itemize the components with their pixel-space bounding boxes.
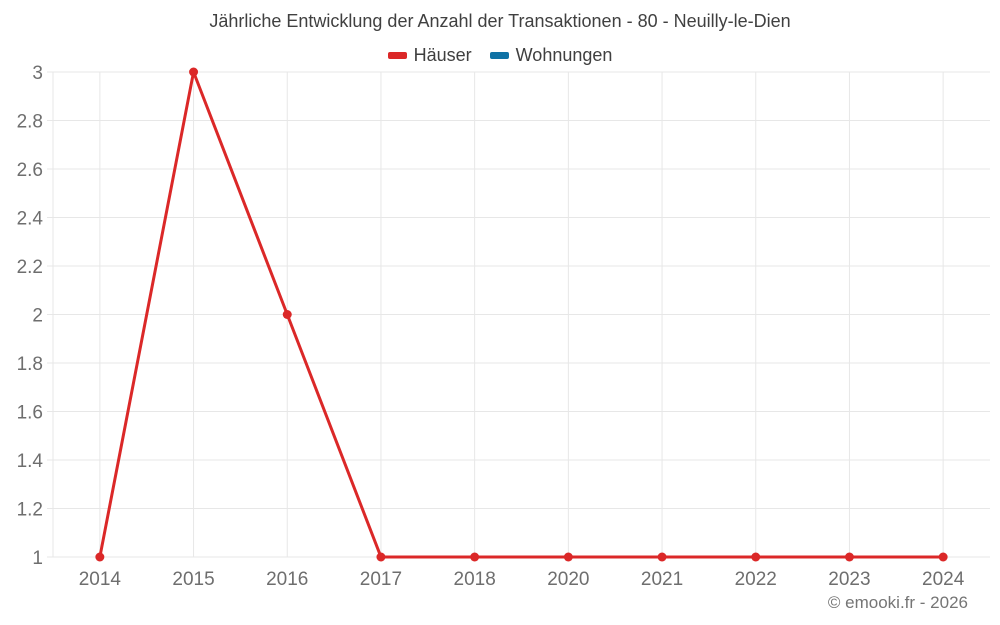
y-tick-label: 2.8: [17, 112, 43, 133]
y-tick-label: 2.6: [17, 160, 43, 181]
data-point[interactable]: [470, 552, 480, 562]
x-tick-label: 2016: [266, 569, 308, 590]
x-tick-label: 2021: [641, 569, 683, 590]
y-tick-label: 1: [32, 548, 43, 569]
legend-item-wohnungen[interactable]: Wohnungen: [489, 45, 613, 66]
legend-swatch-hauser-icon: [387, 52, 407, 59]
data-point[interactable]: [751, 552, 761, 562]
data-point[interactable]: [376, 552, 386, 562]
chart-title: Jährliche Entwicklung der Anzahl der Tra…: [209, 11, 791, 31]
x-tick-label: 2018: [454, 569, 496, 590]
legend-swatch-wohnungen-icon: [489, 52, 509, 59]
y-tick-label: 2: [32, 306, 43, 327]
data-point[interactable]: [282, 310, 292, 319]
legend-label-hauser: Häuser: [413, 45, 472, 65]
series-line-häuser: [98, 70, 945, 559]
y-tick-label: 1.4: [17, 451, 44, 472]
x-tick-label: 2017: [360, 569, 402, 590]
y-tick-label: 2.4: [17, 209, 44, 230]
x-tick-label: 2020: [547, 569, 589, 590]
legend-label-wohnungen: Wohnungen: [515, 45, 613, 65]
x-tick-label: 2023: [828, 569, 870, 590]
x-tick-label: 2022: [735, 569, 777, 590]
x-tick-label: 2015: [172, 569, 214, 590]
data-point[interactable]: [938, 552, 948, 562]
y-tick-label: 1.6: [17, 403, 43, 424]
data-point[interactable]: [95, 552, 105, 562]
y-tick-label: 2.2: [17, 257, 43, 278]
x-tick-label: 2024: [922, 569, 965, 590]
legend-item-hauser[interactable]: Häuser: [387, 45, 472, 66]
y-tick-label: 3: [32, 63, 43, 84]
chart-legend: Häuser Wohnungen: [0, 45, 1000, 66]
data-point[interactable]: [189, 67, 199, 77]
data-point[interactable]: [657, 552, 667, 562]
y-tick-label: 1.8: [17, 354, 43, 375]
y-tick-label: 1.2: [17, 500, 43, 521]
x-tick-label: 2014: [79, 569, 122, 590]
data-point[interactable]: [844, 552, 854, 562]
copyright-footer: © emooki.fr - 2026: [827, 593, 968, 612]
data-point[interactable]: [563, 552, 573, 562]
